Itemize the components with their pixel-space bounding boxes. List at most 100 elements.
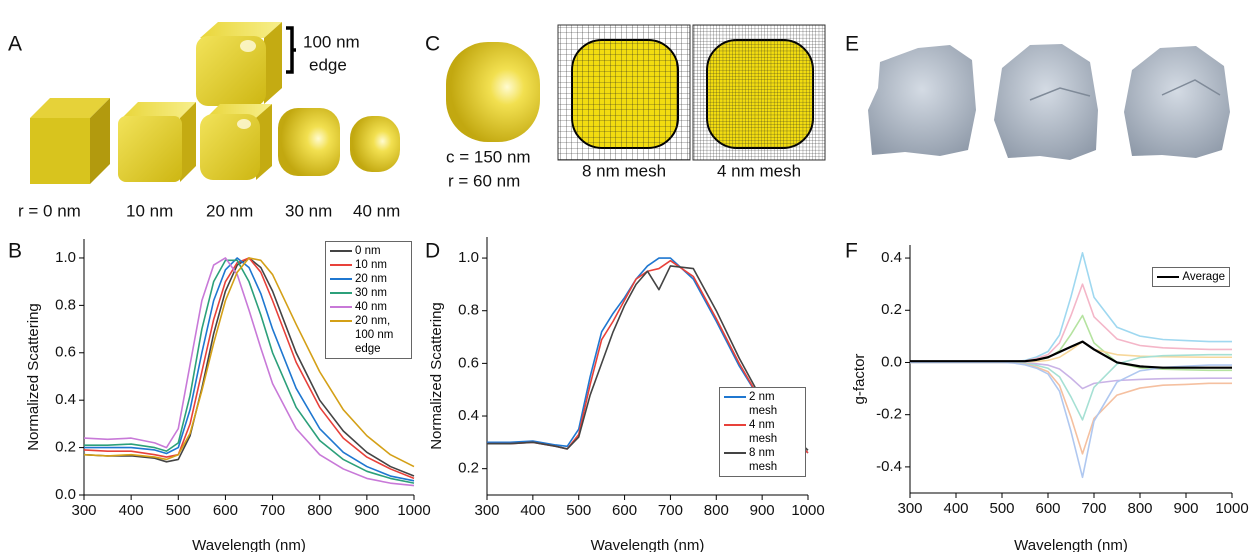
- x-tick-label: 800: [1127, 500, 1152, 517]
- legend-label: 8 nm mesh: [749, 447, 778, 473]
- legend-label: 20 nm: [355, 273, 387, 285]
- legend-label: 0 nm: [355, 245, 381, 257]
- x-tick-label: 500: [566, 502, 591, 519]
- y-tick-label: 1.0: [458, 249, 479, 266]
- x-tick-label: 1000: [1215, 500, 1248, 517]
- x-tick-label: 500: [989, 500, 1014, 517]
- series-line: [84, 257, 415, 482]
- radius-label: 30 nm: [285, 201, 332, 220]
- panel-letter: A: [8, 33, 22, 56]
- series-line: [84, 259, 415, 484]
- panel-letter: F: [845, 240, 858, 263]
- series-line: [83, 257, 415, 480]
- x-tick-label: 400: [119, 502, 144, 519]
- legend: 2 nm mesh 4 nm mesh 8 nm mesh: [719, 387, 806, 477]
- y-tick-label: 0.4: [881, 249, 902, 266]
- size-note: 100 nm: [303, 32, 360, 51]
- x-tick-label: 1000: [397, 502, 430, 519]
- y-tick-label: 0.2: [458, 460, 479, 477]
- x-tick-label: 900: [750, 502, 775, 519]
- series-line: [910, 361, 1232, 455]
- y-axis-title: Normalized Scattering: [428, 302, 445, 450]
- legend-item: 20 nm, 100 nm edge: [330, 314, 407, 356]
- y-tick-label: 0.0: [55, 486, 76, 503]
- legend-item: 0 nm: [330, 244, 407, 258]
- radius-label: r = 0 nm: [18, 201, 81, 220]
- y-tick-label: 0.2: [881, 301, 902, 318]
- x-tick-label: 600: [1035, 500, 1060, 517]
- x-tick-label: 700: [1081, 500, 1106, 517]
- legend-swatch: [330, 278, 352, 280]
- legend-label: 40 nm: [355, 301, 387, 313]
- legend-item: 2 nm mesh: [724, 390, 801, 418]
- legend-item: 30 nm: [330, 286, 407, 300]
- y-tick-label: 0.6: [55, 344, 76, 361]
- legend-label: 20 nm, 100 nm edge: [355, 315, 394, 355]
- mesh-label: 8 nm mesh: [582, 161, 666, 180]
- legend-swatch: [724, 452, 746, 454]
- y-tick-label: 0.4: [55, 391, 76, 408]
- series-line: [910, 340, 1232, 369]
- y-tick-label: -0.2: [876, 406, 902, 423]
- series-line: [487, 265, 809, 451]
- legend-swatch: [330, 264, 352, 266]
- legend-swatch: [330, 320, 352, 322]
- mesh-label: 4 nm mesh: [717, 161, 801, 180]
- y-tick-label: 0.8: [458, 302, 479, 319]
- legend-item: 8 nm mesh: [724, 446, 801, 474]
- legend-label: 4 nm mesh: [749, 419, 778, 445]
- panel-a-illustration: A 100 nm edge r = 0 nm 10 nm 20 nm 30 nm…: [8, 22, 400, 220]
- y-axis-title: Normalized Scattering: [25, 303, 42, 451]
- charts: B 300 400 500 600 700 800 900 1000 0.0 0.2 0.4 0.6 0.…: [8, 237, 1249, 552]
- legend-label: 2 nm mesh: [749, 391, 778, 417]
- legend-label: 10 nm: [355, 259, 387, 271]
- series-line: [910, 353, 1232, 421]
- y-tick-label: 0.4: [458, 407, 479, 424]
- x-tick-label: 300: [474, 502, 499, 519]
- x-tick-label: 500: [166, 502, 191, 519]
- legend-swatch: [330, 250, 352, 252]
- x-tick-label: 600: [612, 502, 637, 519]
- legend: Average: [1152, 267, 1230, 287]
- panel-letter: E: [845, 33, 859, 56]
- panel-letter: D: [425, 240, 440, 263]
- y-tick-label: 0.6: [458, 354, 479, 371]
- x-axis-title: Wavelength (nm): [1014, 537, 1128, 552]
- panel-letter: B: [8, 240, 22, 263]
- x-tick-label: 300: [897, 500, 922, 517]
- x-tick-label: 300: [71, 502, 96, 519]
- legend-item: 4 nm mesh: [724, 418, 801, 446]
- legend-swatch: [1157, 276, 1180, 278]
- legend-item: 20 nm: [330, 272, 407, 286]
- legend-label: 30 nm: [355, 287, 387, 299]
- y-tick-label: 0.8: [55, 296, 76, 313]
- legend-swatch: [724, 424, 746, 426]
- x-tick-label: 900: [354, 502, 379, 519]
- legend: 0 nm 10 nm 20 nm 30 nm 40 nm 20 nm, 100 nm ed…: [325, 241, 412, 359]
- y-axis-title: g-factor: [851, 354, 868, 405]
- x-tick-label: 400: [520, 502, 545, 519]
- y-tick-label: -0.4: [876, 458, 902, 475]
- series-line: [83, 257, 415, 477]
- x-tick-label: 600: [213, 502, 238, 519]
- y-tick-label: 1.0: [55, 249, 76, 266]
- x-tick-label: 1000: [791, 502, 824, 519]
- x-axis-title: Wavelength (nm): [192, 537, 306, 552]
- series-line: [910, 340, 1232, 364]
- legend-item: 40 nm: [330, 300, 407, 314]
- x-tick-label: 700: [260, 502, 285, 519]
- legend-swatch: [330, 292, 352, 294]
- panel-letter: C: [425, 33, 440, 56]
- y-tick-label: 0.0: [881, 353, 902, 370]
- x-tick-label: 800: [307, 502, 332, 519]
- x-tick-label: 700: [658, 502, 683, 519]
- y-tick-label: 0.2: [55, 439, 76, 456]
- shape-label: r = 60 nm: [448, 171, 520, 190]
- size-note: edge: [309, 55, 347, 74]
- radius-label: 40 nm: [353, 201, 400, 220]
- shape-label: c = 150 nm: [446, 147, 531, 166]
- panel-e-illustration: E: [845, 33, 1230, 160]
- x-axis-title: Wavelength (nm): [591, 537, 705, 552]
